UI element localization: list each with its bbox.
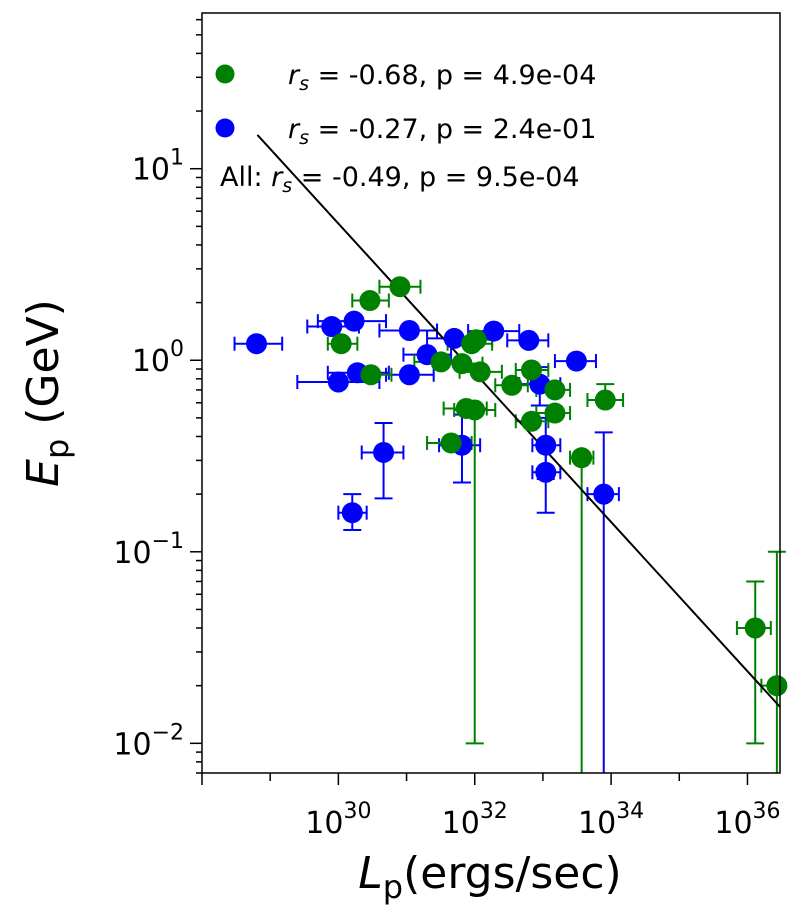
x-tick-label-exponent: 32: [480, 799, 508, 824]
legend-entry: rs = -0.27, p = 2.4e-01: [288, 114, 596, 149]
green-errorbar: [735, 580, 772, 745]
legend-stats: = -0.27, p = 2.4e-01: [309, 114, 596, 145]
blue-data-point: [343, 310, 365, 332]
y-tick-label: 10−1: [113, 529, 184, 571]
green-data-point: [440, 432, 462, 454]
green-data-point: [465, 329, 487, 351]
y-tick-label-exponent: −2: [152, 720, 184, 745]
green-data-point: [766, 675, 788, 697]
green-data-point: [594, 389, 616, 411]
green-data-point: [469, 361, 491, 383]
y-tick-label-base: 10: [113, 727, 151, 762]
green-data-point: [360, 364, 382, 386]
legend-variable: r: [288, 114, 301, 145]
blue-data-point: [398, 319, 420, 341]
x-tick-label: 1034: [578, 799, 644, 841]
blue-data-point: [518, 329, 540, 351]
x-tick-label-base: 10: [578, 806, 616, 841]
y-axis-title: Ep (GeV): [18, 299, 76, 487]
legend-stats: = -0.49, p = 9.5e-04: [292, 162, 579, 193]
green-data-point: [359, 290, 381, 312]
x-axis-title-main: L: [358, 848, 383, 899]
x-tick-label-base: 10: [714, 806, 752, 841]
x-tick-label: 1036: [714, 799, 780, 841]
blue-errorbar: [586, 431, 620, 773]
y-tick-label: 100: [132, 337, 184, 379]
ticks-layer: [190, 18, 749, 785]
x-tick-label: 1030: [305, 799, 371, 841]
y-axis-title-unit: (GeV): [18, 299, 69, 439]
green-data-point: [520, 359, 542, 381]
y-axis-title-main: E: [18, 459, 69, 487]
y-tick-label: 10−2: [113, 720, 184, 762]
green-errorbar: [760, 550, 786, 773]
green-data-point: [571, 447, 593, 469]
blue-data-point: [535, 434, 557, 456]
green-data-point: [464, 399, 486, 421]
plot-area-frame: [201, 12, 781, 774]
x-axis-title-sub: p: [383, 868, 403, 906]
x-axis-title-unit: (ergs/sec): [403, 848, 622, 899]
x-tick-label-exponent: 30: [343, 799, 371, 824]
blue-data-point: [593, 483, 615, 505]
green-data-point: [451, 353, 473, 375]
green-data-point: [501, 374, 523, 396]
legend-marker: [215, 118, 235, 138]
blue-data-point: [341, 502, 363, 524]
legend-marker: [215, 64, 235, 84]
y-axis-title-sub: p: [38, 439, 76, 459]
legend-subscript: s: [299, 73, 309, 95]
blue-data-point: [565, 350, 587, 372]
blue-data-point: [398, 364, 420, 386]
green-data-point: [330, 333, 352, 355]
y-tick-label-exponent: 1: [170, 146, 184, 171]
y-tick-label: 101: [132, 146, 184, 188]
green-data-point: [544, 402, 566, 424]
blue-data-point: [443, 327, 465, 349]
y-tick-label-base: 10: [132, 344, 170, 379]
blue-data-point: [321, 316, 343, 338]
x-tick-label: 1032: [442, 799, 508, 841]
green-data-point: [520, 410, 542, 432]
x-tick-label-exponent: 34: [616, 799, 644, 824]
x-tick-label-base: 10: [305, 806, 343, 841]
green-data-point: [389, 276, 411, 298]
legend-variable: r: [271, 162, 284, 193]
errorbars-layer: [233, 279, 786, 773]
x-axis-title: Lp(ergs/sec): [358, 848, 621, 906]
blue-data-point: [246, 333, 268, 355]
points-layer: [246, 276, 788, 697]
y-tick-label-base: 10: [113, 536, 151, 571]
x-tick-label-exponent: 36: [753, 799, 781, 824]
blue-data-point: [373, 441, 395, 463]
green-data-point: [544, 379, 566, 401]
legend-prefix: All:: [220, 162, 271, 193]
legend-entry: rs = -0.68, p = 4.9e-04: [288, 60, 596, 95]
blue-data-point: [483, 320, 505, 342]
x-tick-label-base: 10: [442, 806, 480, 841]
fit-line: [256, 134, 781, 708]
y-tick-label-base: 10: [132, 153, 170, 188]
legend-variable: r: [288, 60, 301, 91]
green-data-point: [430, 351, 452, 373]
blue-data-point: [535, 461, 557, 483]
legend-subscript: s: [299, 127, 309, 149]
green-data-point: [744, 617, 766, 639]
legend-stats: = -0.68, p = 4.9e-04: [309, 60, 596, 91]
blue-data-point: [327, 371, 349, 393]
y-tick-label-exponent: 0: [170, 337, 184, 362]
legend-entry: All: rs = -0.49, p = 9.5e-04: [220, 162, 580, 197]
y-tick-label-exponent: −1: [152, 529, 184, 554]
legend-subscript: s: [282, 175, 292, 197]
